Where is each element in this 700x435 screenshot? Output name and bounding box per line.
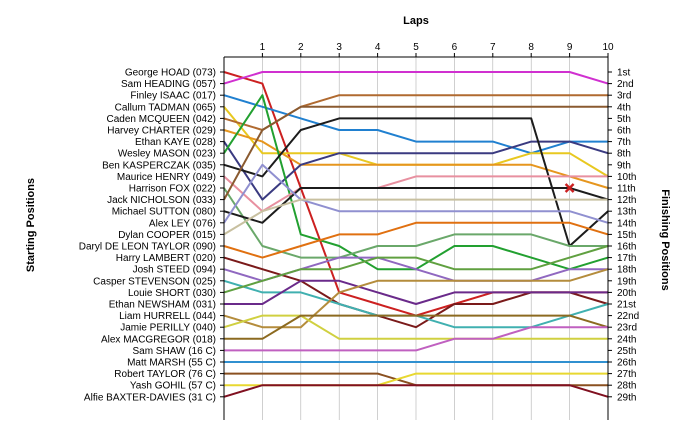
start-label: Ethan NEWSHAM (031) — [109, 300, 216, 311]
start-label: Daryl DE LEON TAYLOR (090) — [79, 242, 216, 253]
start-label: Callum TADMAN (065) — [115, 102, 216, 113]
finish-label: 26th — [617, 358, 636, 369]
start-label: Sam SHAW (16 C) — [132, 346, 216, 357]
start-label: Caden MCQUEEN (042) — [107, 114, 216, 125]
finish-label: 24th — [617, 334, 636, 345]
x-tick-label: 3 — [336, 42, 342, 53]
finish-label: 6th — [617, 126, 631, 137]
finish-label: 8th — [617, 149, 631, 160]
series-line — [223, 198, 608, 236]
start-label: Dylan COOPER (015) — [118, 230, 216, 241]
finish-label: 11th — [617, 184, 636, 195]
finish-label: 13th — [617, 207, 636, 218]
finish-label: 2nd — [617, 79, 634, 90]
finish-label: 3rd — [617, 91, 631, 102]
finish-label: 16th — [617, 242, 636, 253]
series-line — [223, 268, 609, 329]
start-label: Ethan KAYE (028) — [135, 137, 216, 148]
start-label: Robert TAYLOR (76 C) — [114, 369, 216, 380]
series-line — [223, 175, 608, 213]
start-label: George HOAD (073) — [125, 68, 216, 79]
finish-label: 15th — [617, 230, 636, 241]
x-tick-label: 8 — [528, 42, 534, 53]
x-tick-label: 4 — [375, 42, 381, 53]
start-label: Ben KASPERCZAK (035) — [102, 160, 216, 171]
y-axis-label-left: Starting Positions — [25, 178, 37, 272]
start-label: Finley ISAAC (017) — [130, 91, 216, 102]
annotations — [564, 183, 575, 193]
chart-title: Laps — [403, 15, 429, 27]
finish-label: 17th — [617, 253, 636, 264]
finish-label: 23rd — [617, 323, 637, 334]
finish-label: 25th — [617, 346, 636, 357]
series-line — [223, 187, 609, 224]
start-label: Jack NICHOLSON (033) — [107, 195, 216, 206]
start-label: Harvey CHARTER (029) — [107, 126, 216, 137]
start-label: Sam HEADING (057) — [121, 79, 216, 90]
series-line — [223, 140, 609, 201]
x-tick-label: 6 — [452, 42, 458, 53]
finish-label: 29th — [617, 392, 636, 403]
series-line — [224, 326, 608, 352]
finish-label: 27th — [617, 369, 636, 380]
x-tick-label: 5 — [413, 42, 419, 53]
series-line — [224, 279, 608, 305]
start-label: Harry LAMBERT (020) — [116, 253, 216, 264]
finish-label: 4th — [617, 102, 631, 113]
finish-label: 28th — [617, 381, 636, 392]
finish-label: 18th — [617, 265, 636, 276]
series-line — [223, 221, 609, 259]
axes — [220, 53, 612, 420]
series-line — [223, 384, 609, 398]
finish-label: 21st — [617, 300, 636, 311]
start-label: Alex LEY (076) — [149, 218, 216, 229]
series-lines — [223, 71, 609, 398]
start-label: Jamie PERILLY (040) — [120, 323, 216, 334]
x-tick-label: 9 — [567, 42, 573, 53]
x-tick-label: 1 — [260, 42, 266, 53]
start-label: Michael SUTTON (080) — [112, 207, 216, 218]
start-label: Harrison FOX (022) — [129, 184, 216, 195]
start-label: Wesley MASON (023) — [118, 149, 216, 160]
finish-label: 20th — [617, 288, 636, 299]
labels: 1 2 3 4 5 6 7 8 9 10 George HOAD (073)Sam HEADING … — [79, 42, 640, 403]
start-label: Alex MACGREGOR (018) — [101, 334, 216, 345]
finish-label: 7th — [617, 137, 631, 148]
series-line — [223, 187, 608, 259]
x-marker — [564, 183, 575, 193]
y-axis-label-right: Finishing Positions — [659, 189, 671, 290]
series-line — [223, 71, 609, 85]
finish-label: 14th — [617, 218, 636, 229]
start-label: Louie SHORT (030) — [128, 288, 216, 299]
start-label: Alfie BAXTER-DAVIES (31 C) — [84, 392, 216, 403]
finish-label: 19th — [617, 276, 636, 287]
finish-label: 22nd — [617, 311, 639, 322]
finish-label: 5th — [617, 114, 631, 125]
start-label: Josh STEED (094) — [133, 265, 216, 276]
series-line — [223, 314, 608, 340]
series-line — [224, 314, 609, 340]
series-line — [223, 245, 609, 294]
series-line — [223, 105, 608, 201]
finish-label: 9th — [617, 160, 631, 171]
series-line — [223, 117, 609, 247]
finish-label: 10th — [617, 172, 636, 183]
finish-label: 1st — [617, 68, 631, 79]
series-line — [223, 163, 609, 224]
x-tick-label: 10 — [602, 42, 614, 53]
start-label: Maurice HENRY (049) — [117, 172, 216, 183]
start-label: Matt MARSH (55 C) — [127, 358, 216, 369]
finish-label: 12th — [617, 195, 636, 206]
start-label: Yash GOHIL (57 C) — [130, 381, 216, 392]
x-tick-label: 2 — [298, 42, 304, 53]
start-label: Casper STEVENSON (025) — [93, 276, 216, 287]
x-tick-label: 7 — [490, 42, 496, 53]
series-line — [223, 129, 609, 189]
start-label: Liam HURRELL (044) — [119, 311, 216, 322]
